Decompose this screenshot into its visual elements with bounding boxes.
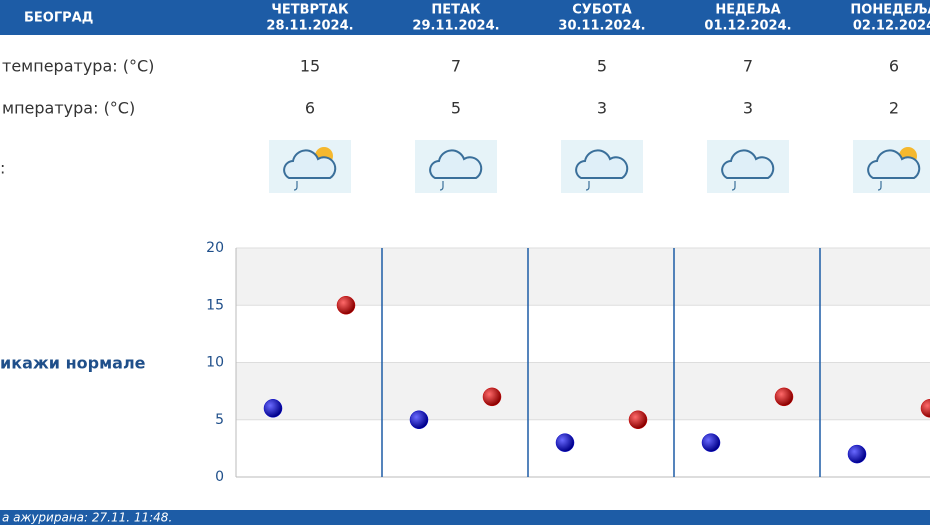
y-tick-label: 20 — [206, 240, 224, 256]
min-temp: 5 — [451, 99, 461, 118]
day-name: СУБОТА — [572, 3, 631, 18]
temp-dot — [555, 433, 575, 452]
temp-dot — [847, 444, 867, 464]
city: БЕОГРАД — [24, 11, 93, 26]
updated: а ажурирана: 27.11. 11:48. — [2, 511, 172, 525]
header-bar — [0, 0, 930, 35]
rain — [439, 181, 444, 191]
rain — [293, 181, 298, 191]
weather-icon — [415, 140, 497, 193]
min-temp: 6 — [305, 99, 315, 118]
rain — [731, 181, 736, 191]
row-label: : — [0, 159, 5, 178]
row-label: температура: (°C) — [2, 57, 154, 76]
grid-band — [236, 248, 930, 306]
max-temp: 6 — [889, 57, 899, 76]
day-name: ЧЕТВРТАК — [271, 3, 349, 18]
temp-dot — [263, 399, 283, 418]
y-tick-label: 15 — [206, 297, 224, 313]
min-temp: 3 — [743, 99, 753, 118]
cloud — [283, 149, 337, 179]
y-tick-label: 5 — [215, 412, 224, 428]
cloud — [721, 149, 775, 179]
cloud — [575, 149, 629, 179]
cloud — [429, 149, 483, 179]
day-date: 30.11.2024. — [558, 19, 645, 34]
temp-dot — [920, 399, 930, 418]
normals-link[interactable]: икажи нормале — [0, 354, 146, 373]
footer-bar — [0, 510, 930, 525]
day-date: 01.12.2024. — [704, 19, 791, 34]
day-date: 02.12.2024 — [853, 19, 930, 34]
temp-dot — [482, 387, 502, 407]
day-name: ПЕТАК — [431, 3, 481, 18]
rain — [877, 181, 882, 191]
temp-dot — [774, 387, 794, 407]
max-temp: 5 — [597, 57, 607, 76]
day-name: НЕДЕЉА — [715, 3, 780, 18]
max-temp: 7 — [451, 57, 461, 76]
y-tick-label: 10 — [206, 355, 224, 371]
temp-dot — [701, 433, 721, 452]
day-name: ПОНЕДЕЉА — [850, 3, 930, 18]
min-temp: 2 — [889, 99, 899, 118]
min-temp: 3 — [597, 99, 607, 118]
weather-icon — [561, 140, 643, 193]
temp-dot — [336, 296, 356, 315]
day-date: 29.11.2024. — [412, 19, 499, 34]
day-date: 28.11.2024. — [266, 19, 353, 34]
rain — [585, 181, 590, 191]
weather-icon — [269, 140, 351, 193]
y-tick-label: 0 — [215, 469, 224, 485]
max-temp: 7 — [743, 57, 753, 76]
weather-icon — [853, 140, 930, 193]
cloud — [867, 149, 921, 179]
temp-dot — [409, 410, 429, 429]
max-temp: 15 — [300, 57, 320, 76]
weather-icon — [707, 140, 789, 193]
row-label: мпература: (°C) — [2, 99, 135, 118]
grid-band — [236, 362, 930, 420]
temp-dot — [628, 410, 648, 429]
